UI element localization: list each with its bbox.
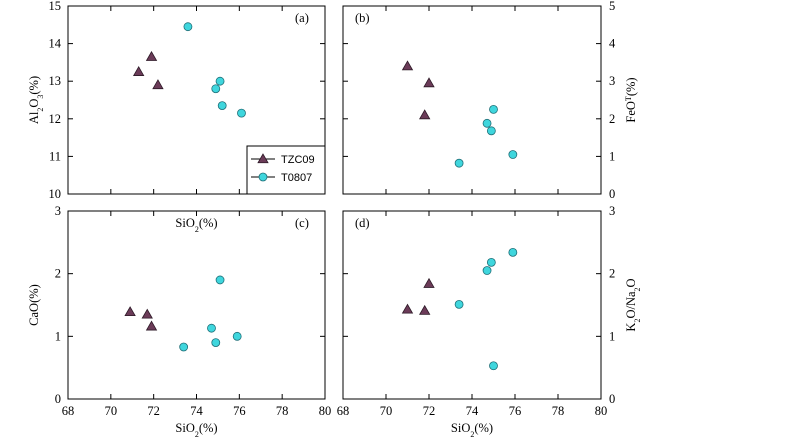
y-tick-label: 11 [49,149,61,163]
x-axis-title: SiO2(%) [175,421,217,437]
data-point-t0807 [215,76,225,86]
legend-box [246,145,326,195]
data-point-tzc09 [423,77,435,88]
panel-d: 68 70 72 74 76 78 800 1 2 3 (d) SiO2(%) K2O/Na2O [337,204,642,437]
x-tick-label: 74 [190,404,203,418]
data-point-t0807 [217,101,227,111]
data-point-t0807 [482,118,492,128]
data-point-t0807 [489,361,498,371]
x-tick-label: 68 [337,404,350,418]
y-axis-title: Al2O3(%) [27,76,45,124]
data-point-tzc09 [145,320,158,331]
x-tick-label: 72 [147,404,160,418]
data-point-tzc09 [141,308,153,319]
data-point-tzc09 [152,79,164,90]
legend-label-t0807: T0807 [281,172,312,184]
x-axis-title: SiO2(%) [175,216,217,234]
data-point-t0807 [486,126,496,136]
y-tick-label: 2 [609,267,615,281]
data-point-t0807 [183,22,193,32]
data-point-tzc09 [423,277,435,288]
y-tick-label: 4 [609,37,616,51]
y-tick-label: 15 [49,0,62,13]
data-point-t0807 [454,299,464,309]
x-tick-label: 72 [423,404,436,418]
y-tick-label: 3 [609,74,615,88]
y-axis-title: CaO(%) [27,284,41,326]
legend: TZC09 T0807 [246,145,326,195]
data-point-tzc09 [419,304,431,315]
y-tick-label: 10 [49,187,62,201]
y-tick-label: 1 [609,149,615,163]
x-axis-title: SiO2(%) [451,421,493,437]
plot-frame [342,210,602,400]
y-tick-label: 14 [49,37,62,51]
panel-b: 0 1 2 3 4 5 (b) FeOT(%) [342,0,639,201]
y-tick-label: 2 [609,112,615,126]
data-point-t0807 [489,105,498,114]
y-tick-label: 3 [55,204,61,218]
panel-label: (a) [295,11,309,25]
panel-a: 10 11 12 13 14 15 (a) SiO2(%) Al2O3(%) TZC09 T0807 [27,0,326,234]
x-tick-label: 78 [552,404,565,418]
y-tick-label: 3 [609,204,615,218]
y-tick-label: 1 [55,329,61,343]
data-point-tzc09 [419,109,431,120]
y-tick-label: 13 [49,74,62,88]
x-tick-label: 80 [319,404,332,418]
data-point-tzc09 [145,50,158,61]
plot-frame [67,210,326,400]
x-tick-label: 70 [105,404,118,418]
data-point-tzc09 [401,60,414,71]
data-point-t0807 [482,266,492,275]
y-tick-label: 0 [55,392,61,406]
legend-marker-t0807 [258,172,268,182]
data-point-tzc09 [132,65,145,76]
data-point-t0807 [232,331,242,341]
data-point-t0807 [179,342,189,352]
legend-marker-tzc09 [257,153,269,164]
y-axis-title: FeOT(%) [624,77,639,122]
data-point-t0807 [486,257,496,267]
x-tick-label: 76 [509,404,522,418]
x-tick-label: 78 [276,404,289,418]
data-point-t0807 [508,247,518,257]
data-point-t0807 [211,338,221,348]
data-point-t0807 [215,275,225,285]
x-tick-label: 68 [62,404,75,418]
data-point-t0807 [237,108,246,118]
legend-label-tzc09: TZC09 [281,154,315,166]
panel-c: 68 70 72 74 76 78 80 0 1 2 3 (c) SiO2(%) CaO(%) [27,204,331,437]
x-tick-label: 80 [595,404,608,418]
data-point-tzc09 [124,306,136,317]
y-tick-label: 0 [609,392,615,406]
y-tick-label: 2 [55,267,61,281]
data-point-tzc09 [401,303,414,314]
data-point-t0807 [211,84,221,94]
plot-frame [342,5,602,195]
y-tick-label: 5 [609,0,615,13]
data-point-t0807 [508,150,518,159]
x-tick-label: 76 [233,404,246,418]
panel-label: (d) [355,216,370,230]
data-point-t0807 [454,158,464,168]
y-axis-title: K2O/Na2O [624,278,642,331]
data-point-t0807 [207,323,216,333]
y-tick-label: 12 [49,112,62,126]
panel-label: (c) [295,216,309,230]
y-tick-label: 0 [609,187,615,201]
x-tick-label: 70 [380,404,393,418]
panel-label: (b) [355,11,370,25]
y-tick-label: 1 [609,329,615,343]
x-tick-label: 74 [466,404,479,418]
